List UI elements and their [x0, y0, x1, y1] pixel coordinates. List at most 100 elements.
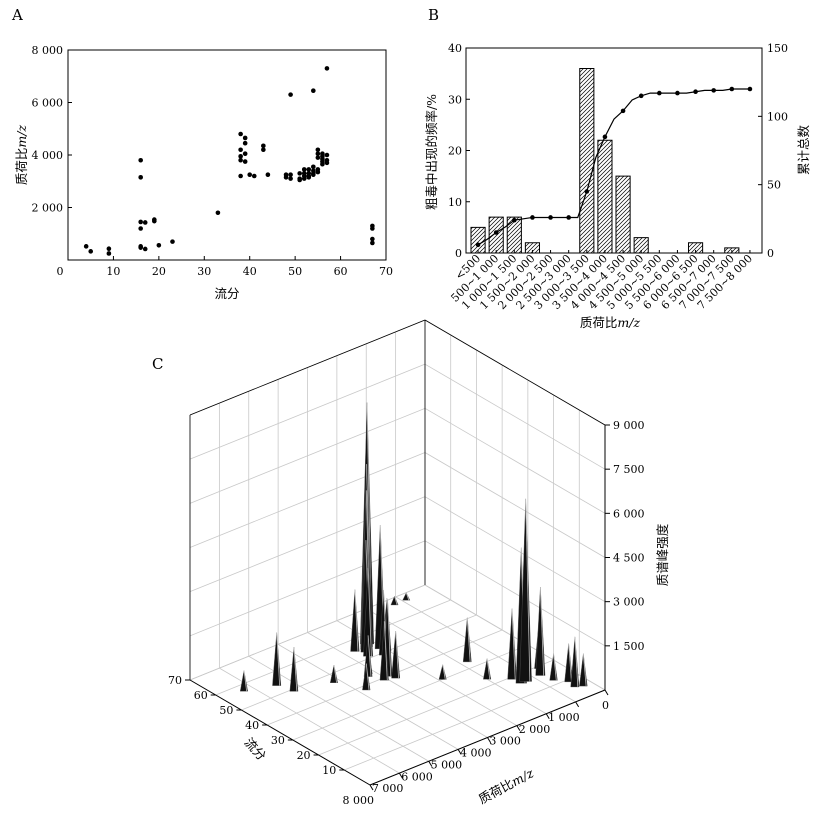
scatter-point [265, 172, 271, 177]
cumulative-point [638, 93, 644, 99]
scatter-point [315, 169, 321, 175]
scatter-point [288, 172, 293, 177]
scatter-point [315, 147, 321, 153]
peak-highlight [582, 653, 587, 687]
scatter-point [83, 244, 89, 249]
panel-letter-b: B [428, 6, 439, 24]
scatter-point [315, 151, 321, 156]
peak-highlight [383, 621, 388, 681]
y-tick-label-a: 4 000 [32, 149, 64, 162]
x-tick-c [604, 689, 609, 696]
y-tick-label-c: 60 [194, 689, 208, 702]
x-tick-label-c: 4 000 [460, 747, 492, 760]
scatter-point [142, 220, 148, 225]
y-tick-label-c: 70 [168, 674, 182, 687]
scatter-point [138, 157, 143, 163]
intensity-peak [391, 630, 401, 679]
scatter-point [324, 160, 330, 166]
x-tick-c [428, 760, 433, 767]
x-tick-label-a: 20 [152, 265, 166, 278]
x-tick-label-a: 60 [334, 265, 348, 278]
y-tick-label-c: 20 [297, 749, 311, 762]
peak-highlight [354, 589, 359, 652]
cumulative-point [493, 230, 499, 235]
bar [579, 68, 595, 254]
x-axis-label-c: 质荷比m/z [476, 765, 537, 807]
z-tick-label-c: 6 000 [613, 507, 645, 520]
scatter-point [238, 131, 243, 137]
cumulative-point [584, 189, 590, 194]
y-tick-label-left-b: 40 [448, 42, 462, 55]
x-tick-label-c: 5 000 [431, 758, 463, 771]
peak-highlight [333, 665, 337, 683]
cumulative-point [475, 242, 481, 248]
x-tick-label-a: 40 [243, 265, 257, 278]
floor-grid-line [395, 596, 576, 703]
y-tick-label-c: 10 [322, 764, 336, 777]
scatter-point [306, 167, 312, 172]
y-tick-label-left-b: 10 [448, 196, 462, 209]
cumulative-line [477, 88, 750, 246]
panel-letter-a: A [11, 6, 23, 24]
y-axis-label-a: 质荷比m/z [14, 125, 29, 186]
scatter-point [242, 140, 248, 146]
scatter-point [138, 226, 143, 231]
intensity-peak [272, 632, 282, 686]
side-wall-grid-line [424, 363, 606, 470]
floor-grid-line [344, 674, 580, 771]
peak-highlight [394, 595, 398, 606]
scatter-point [238, 147, 243, 153]
y-tick-label-left-b: 30 [448, 93, 462, 106]
scatter-point [301, 176, 307, 181]
scatter-point [311, 164, 316, 170]
cumulative-point [675, 90, 680, 96]
x-tick-label-c: 6 000 [401, 770, 433, 783]
peak-highlight [387, 599, 392, 677]
cumulative-point [512, 217, 517, 223]
peak-highlight [293, 647, 298, 692]
x-tick-label-c: 7 000 [372, 782, 404, 795]
peak-highlight [553, 653, 557, 681]
peak-highlight [395, 630, 399, 679]
scatter-point [261, 143, 266, 149]
scatter-point [142, 246, 148, 252]
intensity-peak [535, 587, 546, 676]
scatter-point [238, 173, 243, 179]
y-axis-line-c [189, 679, 371, 786]
y-tick-label-c: 40 [245, 719, 259, 732]
top-edge [189, 319, 426, 416]
y-axis-label-right-b: 累计总数 [796, 125, 811, 176]
cumulative-point [566, 215, 571, 220]
x-tick-c [457, 749, 462, 755]
x-tick-label-c: 1 000 [548, 711, 580, 724]
y-tick-label-right-b: 100 [767, 110, 788, 123]
x-tick-label-c: 0 [602, 699, 609, 712]
intensity-peak [350, 589, 360, 652]
plot-frame-a [67, 49, 387, 261]
y-tick-label-c: 30 [271, 734, 285, 747]
scatter-point [306, 175, 312, 180]
y-tick-label-right-b: 0 [767, 247, 774, 260]
x-tick-c [516, 725, 521, 731]
z-tick-label-c: 7 500 [613, 463, 645, 476]
floor-grid-line [219, 667, 400, 774]
x-tick-c [575, 701, 580, 708]
y-tick-label-c: 50 [219, 704, 233, 717]
bar [488, 216, 504, 254]
side-wall-grid-line [424, 452, 606, 558]
scatter-point [251, 173, 257, 179]
floor-grid-line [292, 644, 529, 741]
x-tick-label-c: 3 000 [489, 735, 521, 748]
top-edge [424, 319, 606, 426]
bar [615, 175, 631, 254]
intensity-peak [507, 608, 517, 680]
intensity-peak [462, 617, 472, 663]
scatter-point [247, 172, 253, 177]
x-tick-c [545, 713, 550, 720]
floor-grid-line [215, 599, 451, 696]
peak-highlight [525, 498, 531, 682]
scatter-point [152, 218, 157, 224]
scatter-point [288, 176, 293, 181]
back-wall-grid-line [189, 452, 426, 548]
